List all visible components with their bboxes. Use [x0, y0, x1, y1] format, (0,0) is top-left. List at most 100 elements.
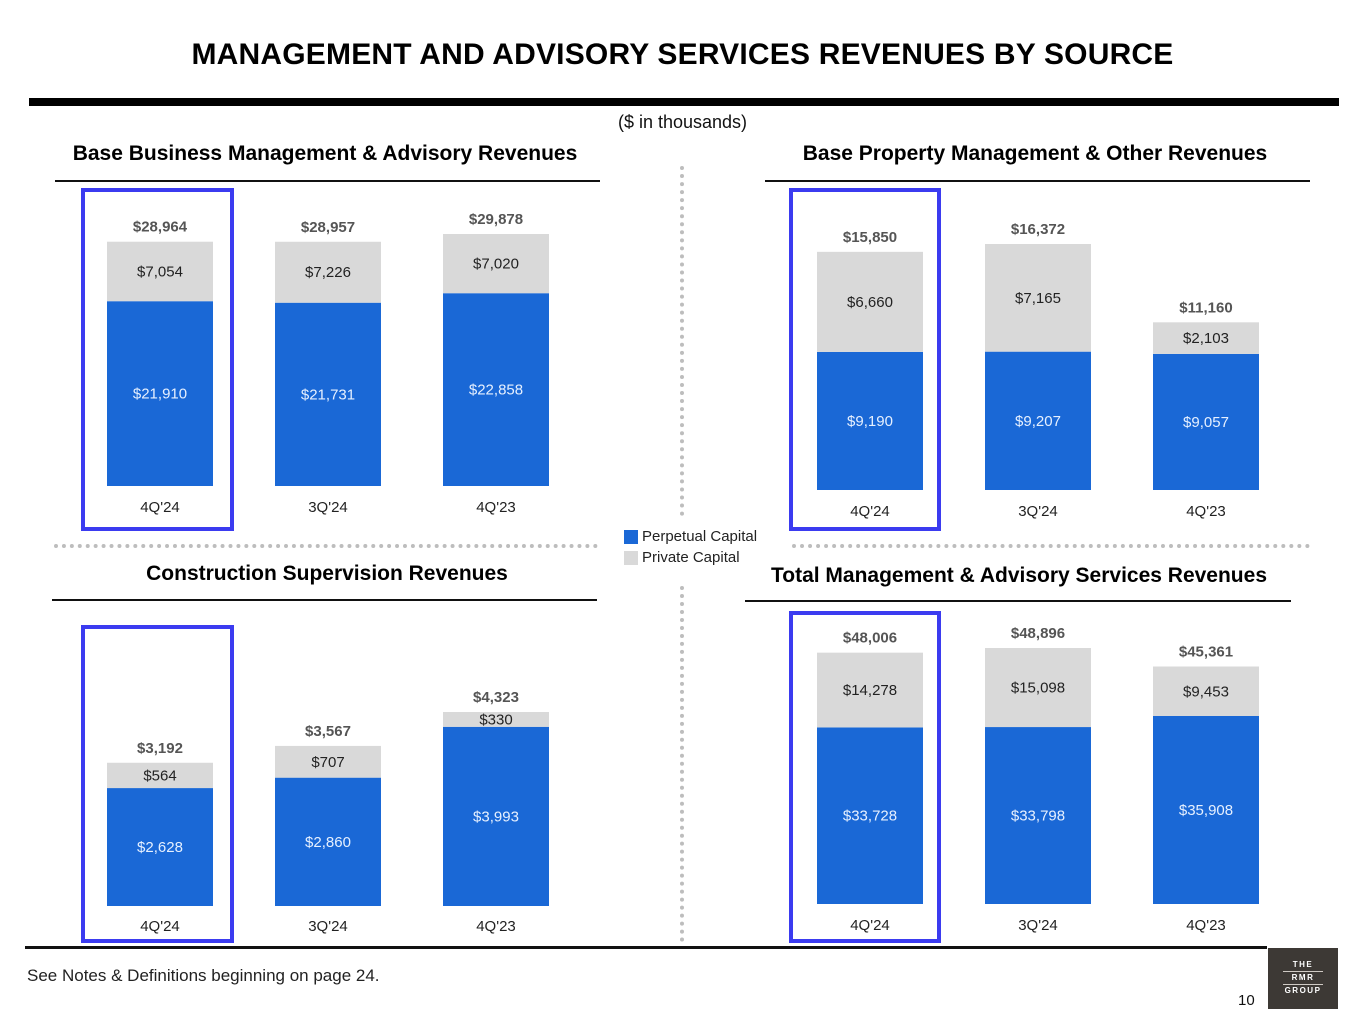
chart-title-construction: Construction Supervision Revenues — [146, 562, 508, 585]
data-label-perpetual: $2,860 — [305, 834, 351, 851]
vertical-divider-bottom — [680, 586, 684, 942]
x-tick-label: 3Q'24 — [308, 918, 348, 935]
data-label-private: $15,098 — [1011, 680, 1065, 697]
data-label-perpetual: $21,910 — [133, 386, 187, 403]
data-label-private: $14,278 — [843, 682, 897, 699]
chart-title-total: Total Management & Advisory Services Rev… — [770, 564, 1267, 587]
bar-total-private-2 — [1153, 666, 1259, 716]
chart-title-rule — [52, 599, 597, 601]
chart-title-rule — [765, 180, 1310, 182]
data-label-perpetual: $9,207 — [1015, 413, 1061, 430]
bar-base-business-private-1 — [275, 241, 381, 303]
x-tick-label: 4Q'23 — [476, 499, 516, 516]
bar-total-perpetual-0 — [817, 727, 923, 904]
legend: Perpetual Capital Private Capital — [624, 526, 757, 568]
data-label-total: $48,896 — [1011, 625, 1065, 642]
bar-base-property-private-2 — [1153, 322, 1259, 354]
chart-title-rule — [745, 600, 1291, 602]
data-label-private: $330 — [479, 711, 512, 728]
x-tick-label: 4Q'23 — [1186, 503, 1226, 520]
data-label-private: $707 — [311, 754, 344, 771]
x-tick-label: 4Q'23 — [476, 918, 516, 935]
data-label-private: $6,660 — [847, 294, 893, 311]
logo-word: GROUP — [1284, 986, 1322, 995]
chart-title-base-property: Base Property Management & Other Revenue… — [802, 142, 1268, 165]
legend-label: Private Capital — [642, 549, 740, 566]
data-label-private: $7,020 — [473, 256, 519, 273]
x-tick-label: 3Q'24 — [1018, 503, 1058, 520]
data-label-total: $4,323 — [473, 689, 519, 706]
legend-item-private: Private Capital — [624, 547, 757, 568]
highlight-box-construction — [81, 625, 234, 943]
x-tick-label: 3Q'24 — [1018, 917, 1058, 934]
data-label-perpetual: $9,057 — [1183, 414, 1229, 431]
highlight-box-base-business — [81, 188, 234, 531]
data-label-perpetual: $9,190 — [847, 413, 893, 430]
legend-item-perpetual: Perpetual Capital — [624, 526, 757, 547]
data-label-perpetual: $3,993 — [473, 808, 519, 825]
data-label-total: $3,192 — [137, 740, 183, 757]
chart-title-rule — [55, 180, 600, 182]
bar-base-property-perpetual-2 — [1153, 353, 1259, 490]
logo-word: THE — [1292, 960, 1314, 969]
logo-rule — [1283, 971, 1323, 972]
bar-construction-perpetual-2 — [443, 726, 549, 906]
page-title: MANAGEMENT AND ADVISORY SERVICES REVENUE… — [191, 38, 1174, 71]
data-label-total: $29,878 — [469, 211, 523, 228]
data-label-perpetual: $35,908 — [1179, 802, 1233, 819]
data-label-perpetual: $33,728 — [843, 808, 897, 825]
data-label-perpetual: $33,798 — [1011, 808, 1065, 825]
data-label-private: $7,226 — [305, 264, 351, 281]
bar-construction-private-0 — [107, 762, 213, 789]
highlight-box-total — [789, 611, 941, 943]
x-tick-label: 4Q'24 — [140, 918, 180, 935]
horizontal-divider-left — [54, 544, 598, 548]
x-tick-label: 4Q'23 — [1186, 917, 1226, 934]
legend-swatch-private — [624, 550, 638, 565]
bar-construction-perpetual-0 — [107, 788, 213, 906]
logo-word: RMR — [1291, 973, 1315, 982]
vertical-divider-top — [680, 166, 684, 516]
bar-base-business-private-2 — [443, 234, 549, 294]
data-label-total: $16,372 — [1011, 221, 1065, 238]
data-label-total: $28,957 — [301, 219, 355, 236]
data-label-perpetual: $22,858 — [469, 382, 523, 399]
bar-construction-perpetual-1 — [275, 777, 381, 906]
bar-total-perpetual-2 — [1153, 716, 1259, 904]
bar-total-private-1 — [985, 648, 1091, 728]
legend-label: Perpetual Capital — [642, 528, 758, 545]
x-tick-label: 4Q'24 — [140, 499, 180, 516]
data-label-total: $15,850 — [843, 229, 897, 246]
data-label-private: $7,165 — [1015, 290, 1061, 307]
highlight-box-base-property — [789, 188, 941, 531]
data-label-total: $45,361 — [1179, 644, 1233, 661]
x-tick-label: 3Q'24 — [308, 499, 348, 516]
data-label-total: $48,006 — [843, 630, 897, 647]
data-label-private: $564 — [143, 767, 176, 784]
footer-rule — [25, 946, 1267, 949]
data-label-perpetual: $2,628 — [137, 839, 183, 856]
bar-base-property-private-1 — [985, 244, 1091, 352]
bar-total-perpetual-1 — [985, 727, 1091, 904]
title-rule — [29, 98, 1339, 106]
data-label-perpetual: $21,731 — [301, 386, 355, 403]
data-label-total: $11,160 — [1179, 299, 1232, 316]
bar-construction-private-2 — [443, 712, 549, 727]
rmr-group-logo: THE RMR GROUP — [1268, 948, 1338, 1009]
bar-base-business-perpetual-2 — [443, 293, 549, 486]
bar-base-business-perpetual-0 — [107, 301, 213, 486]
legend-swatch-perpetual — [624, 529, 638, 544]
chart-title-base-business: Base Business Management & Advisory Reve… — [72, 142, 578, 165]
data-label-private: $7,054 — [137, 263, 183, 280]
page-number: 10 — [1238, 992, 1255, 1009]
bar-base-property-perpetual-1 — [985, 351, 1091, 490]
bar-base-business-private-0 — [107, 241, 213, 302]
bar-base-property-perpetual-0 — [817, 351, 923, 490]
data-label-private: $2,103 — [1183, 330, 1229, 347]
units-note: ($ in thousands) — [617, 112, 748, 132]
logo-rule — [1283, 984, 1323, 985]
x-tick-label: 4Q'24 — [850, 917, 890, 934]
x-tick-label: 4Q'24 — [850, 503, 890, 520]
footnote: See Notes & Definitions beginning on pag… — [27, 966, 380, 985]
